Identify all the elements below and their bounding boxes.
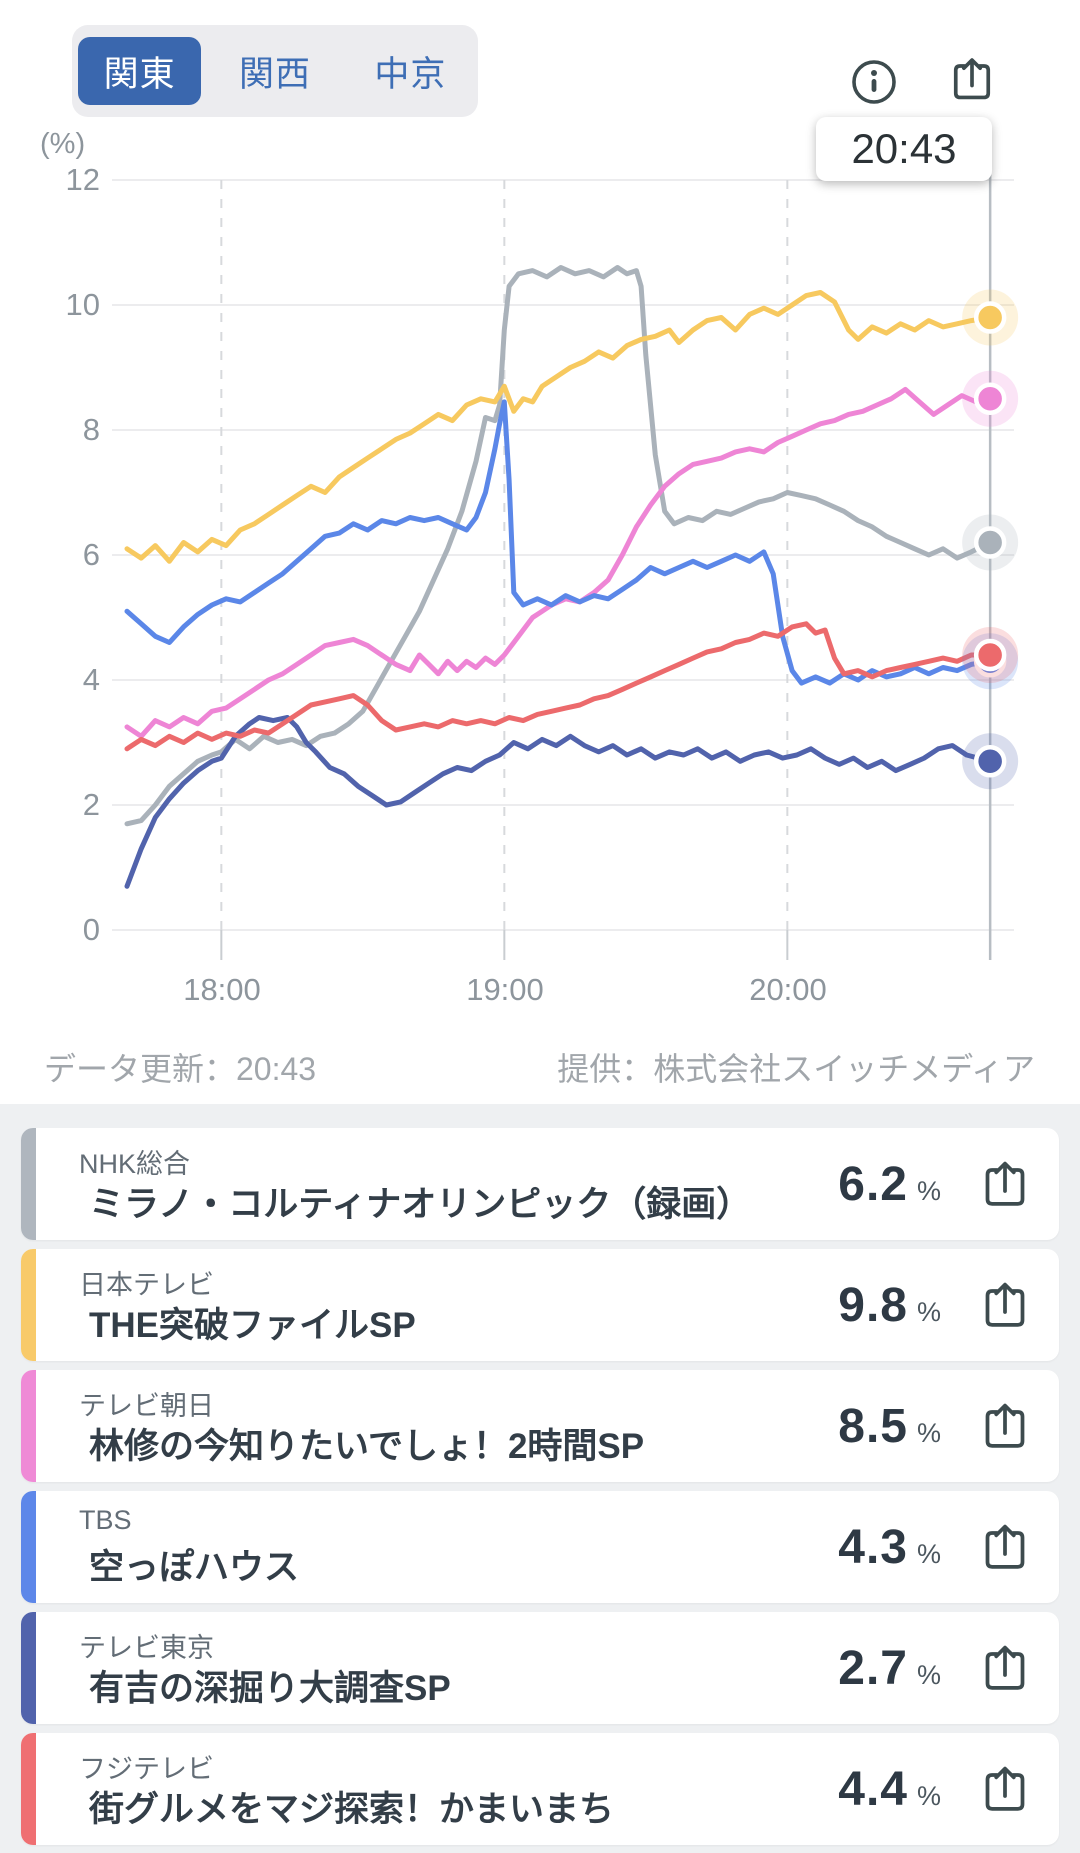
program-share-icon[interactable] [977, 1761, 1033, 1817]
channel-name: 日本テレビ [79, 1270, 214, 1300]
program-card-5: テレビ東京有吉の深掘り大調査SP 2.7% [21, 1612, 1059, 1724]
program-share-icon[interactable] [977, 1277, 1033, 1333]
endpoint-dot-テレビ朝日 [973, 382, 1007, 415]
tab-chukyo[interactable]: 中京 [374, 54, 447, 94]
endpoint-dot-テレビ東京 [973, 745, 1007, 778]
info-icon[interactable] [849, 57, 899, 107]
series-line-テレビ朝日 [124, 386, 993, 739]
share-icon[interactable] [946, 53, 998, 105]
program-title: ミラノ・コルティナオリンピック（録画）… [89, 1185, 749, 1224]
current-time-value: 20:43 [851, 125, 957, 172]
series-line-テレビ東京 [124, 715, 993, 889]
program-share-icon[interactable] [977, 1519, 1033, 1575]
series-line-NHK総合 [124, 265, 993, 827]
y-tick-4: 4 [82, 662, 100, 697]
tab-kansai[interactable]: 関西 [238, 54, 311, 94]
x-tick-2000: 20:00 [749, 972, 827, 1007]
data-updated-note: データ更新：20:43 [44, 1051, 317, 1087]
series-line-日本テレビ [124, 290, 993, 564]
program-title: 有吉の深掘り大調査SP [89, 1669, 451, 1708]
channel-color-bar [21, 1733, 36, 1845]
y-tick-8: 8 [82, 412, 100, 447]
y-tick-2: 2 [82, 787, 100, 822]
y-tick-0: 0 [82, 912, 100, 947]
y-tick-6: 6 [82, 537, 100, 572]
channel-color-bar [21, 1491, 36, 1603]
rating-number: 2.7 [838, 1641, 908, 1695]
x-tick-1900: 19:00 [466, 972, 544, 1007]
rating-number: 9.8 [838, 1278, 908, 1332]
endpoint-dot-日本テレビ [973, 301, 1007, 334]
current-time-tooltip: 20:43 [816, 117, 992, 181]
rating-percent-sign: % [916, 1780, 941, 1811]
channel-name: テレビ朝日 [79, 1391, 214, 1421]
endpoint-dot-NHK総合 [973, 526, 1007, 559]
channel-color-bar [21, 1249, 36, 1361]
program-card-2: 日本テレビ THE突破ファイルSP 9.8% [21, 1249, 1059, 1361]
channel-name: NHK総合 [79, 1149, 191, 1179]
program-share-icon[interactable] [977, 1398, 1033, 1454]
ratings-line-chart[interactable] [0, 0, 1080, 1060]
series-line-フジテレビ [124, 621, 993, 752]
channel-color-bar [21, 1128, 36, 1240]
program-title: 林修の今知りたいでしょ！2時間SP [89, 1427, 645, 1466]
program-card-4: TBS 空っぽハウス 4.3% [21, 1491, 1059, 1603]
channel-color-bar [21, 1370, 36, 1482]
program-title: 空っぽハウス [89, 1548, 300, 1587]
rating-number: 4.3 [838, 1520, 908, 1574]
rating-percent-sign: % [916, 1296, 941, 1327]
y-tick-10: 10 [65, 287, 100, 322]
channel-name: テレビ東京 [79, 1633, 214, 1663]
tab-kanto[interactable]: 関東 [78, 37, 202, 105]
rating-number: 8.5 [838, 1399, 908, 1453]
series-line-TBS [124, 399, 993, 686]
rating-percent-sign: % [916, 1417, 941, 1448]
rating-value: 4.4% [838, 1733, 941, 1845]
program-title: 街グルメをマジ探索！かまいまち [89, 1790, 615, 1829]
x-tick-1800: 18:00 [183, 972, 261, 1007]
channel-name: TBS [79, 1505, 132, 1535]
program-list: NHK総合ミラノ・コルティナオリンピック（録画）… 6.2% 日本テレビ THE突破フ… [0, 1104, 1080, 1853]
rating-value: 2.7% [838, 1612, 941, 1724]
rating-value: 9.8% [838, 1249, 941, 1361]
y-tick-12: 12 [65, 162, 100, 197]
data-provider-note: 提供：株式会社スイッチメディア [557, 1051, 1035, 1087]
rating-percent-sign: % [916, 1538, 941, 1569]
endpoint-dot-フジテレビ [973, 638, 1007, 672]
rating-value: 6.2% [838, 1128, 941, 1240]
program-share-icon[interactable] [977, 1640, 1033, 1696]
rating-number: 4.4 [838, 1762, 908, 1816]
rating-percent-sign: % [916, 1175, 941, 1206]
program-title: THE突破ファイルSP [89, 1306, 416, 1345]
program-share-icon[interactable] [977, 1156, 1033, 1212]
rating-value: 4.3% [838, 1491, 941, 1603]
rating-percent-sign: % [916, 1659, 941, 1690]
channel-color-bar [21, 1612, 36, 1724]
program-card-3: テレビ朝日林修の今知りたいでしょ！2時間SP 8.5% [21, 1370, 1059, 1482]
rating-number: 6.2 [838, 1157, 908, 1211]
region-tab-bar: 関東 関西 中京 [72, 25, 478, 117]
channel-name: フジテレビ [79, 1754, 214, 1784]
program-card-6: フジテレビ街グルメをマジ探索！かまいまち 4.4% [21, 1733, 1059, 1845]
y-axis-unit: (%) [40, 128, 86, 160]
program-card-1: NHK総合ミラノ・コルティナオリンピック（録画）… 6.2% [21, 1128, 1059, 1240]
rating-value: 8.5% [838, 1370, 941, 1482]
